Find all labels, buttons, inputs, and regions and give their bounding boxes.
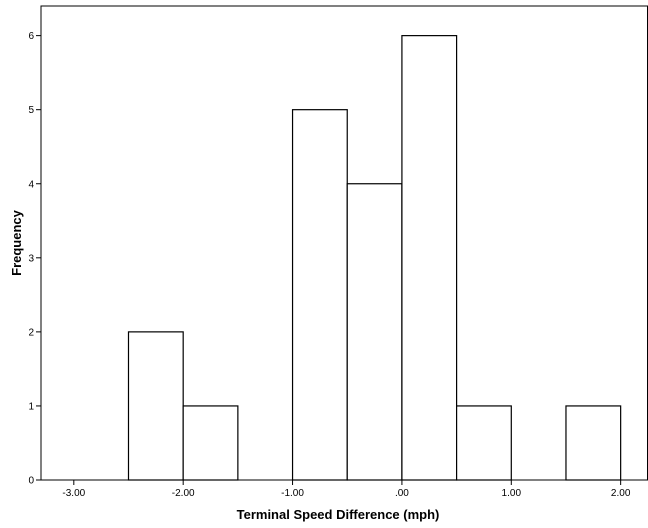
y-tick-label: 5 — [28, 105, 34, 116]
x-tick-label: -1.00 — [281, 488, 304, 499]
x-tick-label: -3.00 — [62, 488, 85, 499]
histogram-bar — [401, 35, 458, 481]
y-tick-label: 2 — [28, 327, 34, 338]
y-tick-label: 1 — [28, 401, 34, 412]
histogram-bars — [127, 35, 622, 481]
histogram-bar — [346, 183, 403, 481]
histogram-bar — [127, 331, 184, 481]
histogram-bar — [565, 405, 622, 481]
y-tick-label: 4 — [28, 179, 34, 190]
x-tick-label: -2.00 — [172, 488, 195, 499]
histogram-bar — [456, 405, 512, 481]
x-tick-label: .00 — [395, 488, 409, 499]
y-axis: 0 1 2 3 4 5 6 — [28, 31, 41, 487]
y-tick-label: 3 — [28, 253, 34, 264]
y-axis-title: Frequency — [9, 209, 24, 276]
x-tick-label: 1.00 — [502, 488, 522, 499]
histogram-bar — [291, 109, 348, 481]
histogram-bar — [182, 405, 239, 481]
x-axis: -3.00 -2.00 -1.00 .00 1.00 2.00 — [62, 480, 631, 499]
x-tick-label: 2.00 — [611, 488, 631, 499]
x-axis-title: Terminal Speed Difference (mph) — [237, 507, 440, 522]
y-tick-label: 0 — [28, 476, 34, 487]
y-tick-label: 6 — [28, 31, 34, 42]
